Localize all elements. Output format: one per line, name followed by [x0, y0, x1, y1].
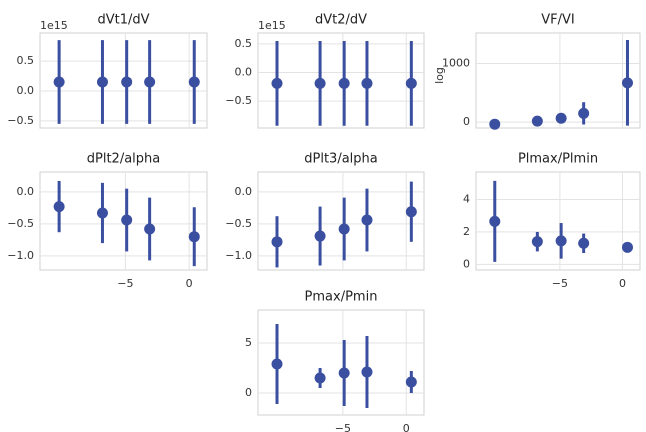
marker — [361, 77, 373, 89]
marker — [555, 112, 567, 124]
marker — [121, 214, 133, 226]
y-tick-label: −0.5 — [7, 114, 34, 127]
y-tick-label: 5 — [245, 336, 252, 349]
marker — [188, 76, 200, 88]
marker — [338, 223, 350, 235]
marker — [188, 231, 200, 243]
y-tick-label: 0 — [463, 257, 470, 270]
marker — [271, 358, 283, 370]
marker — [96, 207, 108, 219]
y-axis-label: log — [433, 67, 446, 84]
marker — [314, 230, 326, 242]
y-tick-label: −0.5 — [7, 217, 34, 230]
marker — [405, 206, 417, 218]
y-tick-label: 0.5 — [17, 54, 35, 67]
marker — [405, 376, 417, 388]
marker — [121, 76, 133, 88]
offset-label: 1e15 — [258, 19, 286, 32]
marker — [96, 76, 108, 88]
y-tick-label: −1.0 — [225, 249, 252, 262]
marker — [405, 77, 417, 89]
marker — [144, 76, 156, 88]
y-tick-label: −0.5 — [225, 94, 252, 107]
marker — [271, 77, 283, 89]
y-tick-label: 4 — [463, 193, 470, 206]
marker — [578, 237, 590, 249]
subplot-title: dPlt2/alpha — [87, 152, 161, 167]
marker — [555, 235, 567, 247]
y-tick-label: 0.0 — [235, 185, 253, 198]
marker — [489, 215, 501, 227]
plot-area — [257, 171, 425, 271]
marker — [531, 115, 543, 127]
marker — [531, 236, 543, 248]
x-tick-label: −5 — [117, 277, 133, 290]
plot-area — [475, 32, 641, 129]
subplot-title: dVt2/dV — [315, 13, 367, 28]
marker — [621, 77, 633, 89]
plot-area — [257, 309, 425, 416]
x-tick-label: 0 — [403, 422, 410, 432]
x-tick-label: −5 — [552, 277, 568, 290]
subplot-title: dPlt3/alpha — [304, 152, 378, 167]
x-tick-label: 0 — [186, 277, 193, 290]
y-tick-label: 0.0 — [17, 185, 35, 198]
x-tick-label: −5 — [335, 422, 351, 432]
marker — [578, 107, 590, 119]
marker — [314, 372, 326, 384]
offset-label: 1e15 — [40, 19, 68, 32]
plot-area — [475, 171, 641, 271]
y-tick-label: 1000 — [442, 56, 470, 69]
y-tick-label: 0.0 — [17, 84, 35, 97]
y-tick-label: −1.0 — [7, 249, 34, 262]
marker — [271, 236, 283, 248]
y-tick-label: 2 — [463, 225, 470, 238]
y-tick-label: 0.0 — [235, 65, 253, 78]
y-tick-label: 0 — [245, 386, 252, 399]
subplot-title: VF/VI — [541, 13, 574, 28]
marker — [53, 76, 65, 88]
marker — [489, 118, 501, 130]
subplot-title: Plmax/Plmin — [518, 152, 598, 167]
marker — [621, 241, 633, 253]
y-tick-label: −0.5 — [225, 217, 252, 230]
subplot-title: Pmax/Pmin — [305, 290, 378, 305]
subplot-title: dVt1/dV — [97, 13, 149, 28]
marker — [361, 366, 373, 378]
marker — [361, 214, 373, 226]
marker — [338, 367, 350, 379]
y-tick-label: 0.5 — [235, 37, 253, 50]
marker — [338, 77, 350, 89]
marker — [144, 223, 156, 235]
y-tick-label: 0 — [463, 115, 470, 128]
x-tick-label: 0 — [619, 277, 626, 290]
marker — [53, 201, 65, 213]
marker — [314, 77, 326, 89]
